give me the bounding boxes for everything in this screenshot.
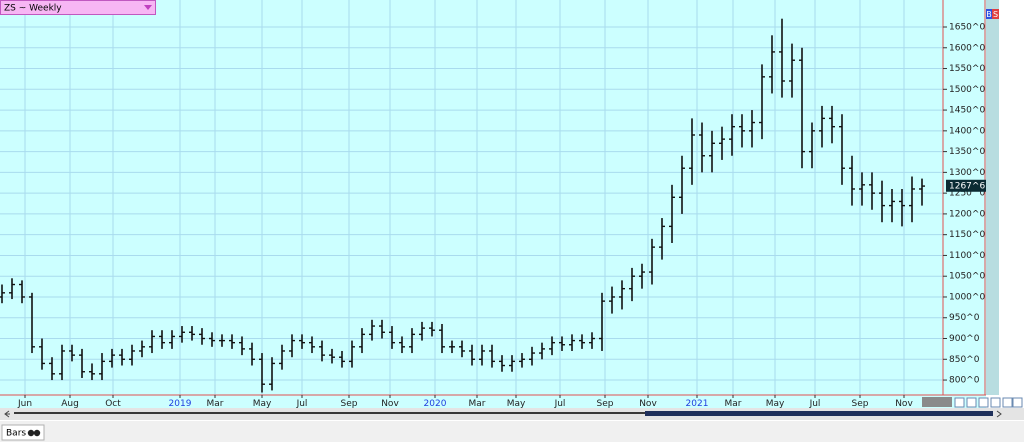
- tool-icon[interactable]: [1002, 397, 1013, 408]
- sell-label: S: [993, 10, 998, 19]
- y-tick-label: 1250^0: [949, 189, 985, 199]
- x-tick-label: Nov: [639, 399, 657, 409]
- y-tick-label: 1200^0: [949, 209, 985, 219]
- x-tick-label: Jun: [17, 399, 32, 409]
- x-tick-label: May: [507, 399, 526, 409]
- x-tick-label: Sep: [597, 399, 614, 409]
- y-tick-label: 1100^0: [949, 251, 985, 261]
- y-tick-label: 1650^0: [949, 22, 985, 32]
- tool-icon[interactable]: [1012, 397, 1023, 408]
- symbol-dropdown[interactable]: [0, 0, 156, 15]
- x-tick-label: Aug: [61, 399, 79, 409]
- y-tick-label: 1500^0: [949, 85, 985, 95]
- side-panel: [986, 0, 999, 395]
- price-axis-area: [943, 0, 986, 395]
- x-tick-label: Nov: [381, 399, 399, 409]
- buy-label: B: [986, 10, 992, 19]
- tab-icon: [33, 429, 41, 437]
- y-tick-label: 1300^0: [949, 168, 985, 178]
- x-tick-label: Oct: [105, 399, 121, 409]
- plot-area: [0, 0, 943, 395]
- tab-bar: [0, 421, 1024, 442]
- date-axis-area: [0, 395, 986, 408]
- grid: [0, 0, 943, 395]
- y-tick-label: 850^0: [949, 355, 980, 365]
- x-tick-label: Nov: [895, 399, 913, 409]
- y-tick-label: 1600^0: [949, 43, 985, 53]
- tab-label: Bars: [6, 429, 26, 439]
- x-tick-label: May: [766, 399, 785, 409]
- x-tick-label: Jul: [809, 399, 821, 409]
- tool-icon[interactable]: [978, 397, 989, 408]
- toolbar-icons: [954, 397, 1023, 408]
- tool-icon[interactable]: [966, 397, 977, 408]
- x-tick-label: Sep: [341, 399, 358, 409]
- buy-button[interactable]: [986, 9, 992, 19]
- y-tick-label: 1550^0: [949, 64, 985, 74]
- axes: 800^0 850^0 900^0 950^0 1000^0 1050^0 1100^0 11…: [17, 22, 986, 409]
- x-tick-label: Jul: [554, 399, 566, 409]
- x-tick-label: Mar: [207, 399, 224, 409]
- scroll-left[interactable]: [4, 410, 10, 418]
- tab-icon: [27, 429, 35, 437]
- sell-button[interactable]: [992, 9, 999, 19]
- y-tick-label: 950^0: [949, 313, 980, 323]
- x-tick-label: Jul: [296, 399, 308, 409]
- bars: [0, 18, 925, 393]
- y-tick-label: 800^0: [949, 376, 980, 386]
- x-tick-label: 2020: [424, 399, 447, 409]
- scroll-thumb[interactable]: [645, 411, 993, 416]
- tool-icon[interactable]: [990, 397, 1001, 408]
- scroll-block: [922, 397, 952, 407]
- bars-tab[interactable]: [1, 424, 45, 441]
- x-tick-label: May: [253, 399, 272, 409]
- dropdown-arrow: [144, 5, 152, 10]
- x-tick-label: Mar: [725, 399, 742, 409]
- symbol-title: ZS ~ Weekly: [4, 4, 62, 14]
- y-tick-label: 1000^0: [949, 292, 985, 302]
- y-tick-label: 1150^0: [949, 230, 985, 240]
- last-price-label: 1267^6: [949, 181, 985, 191]
- y-tick-label: 1400^0: [949, 126, 985, 136]
- scroll-right[interactable]: [996, 410, 1002, 418]
- y-tick-label: 1050^0: [949, 272, 985, 282]
- last-price-box: [946, 179, 986, 192]
- x-tick-label: 2021: [686, 399, 709, 409]
- x-tick-label: 2019: [169, 399, 192, 409]
- y-tick-label: 1450^0: [949, 106, 985, 116]
- y-tick-label: 1350^0: [949, 147, 985, 157]
- y-tick-label: 900^0: [949, 334, 980, 344]
- tool-icon[interactable]: [954, 397, 965, 408]
- x-tick-label: Mar: [469, 399, 486, 409]
- x-tick-label: Sep: [852, 399, 869, 409]
